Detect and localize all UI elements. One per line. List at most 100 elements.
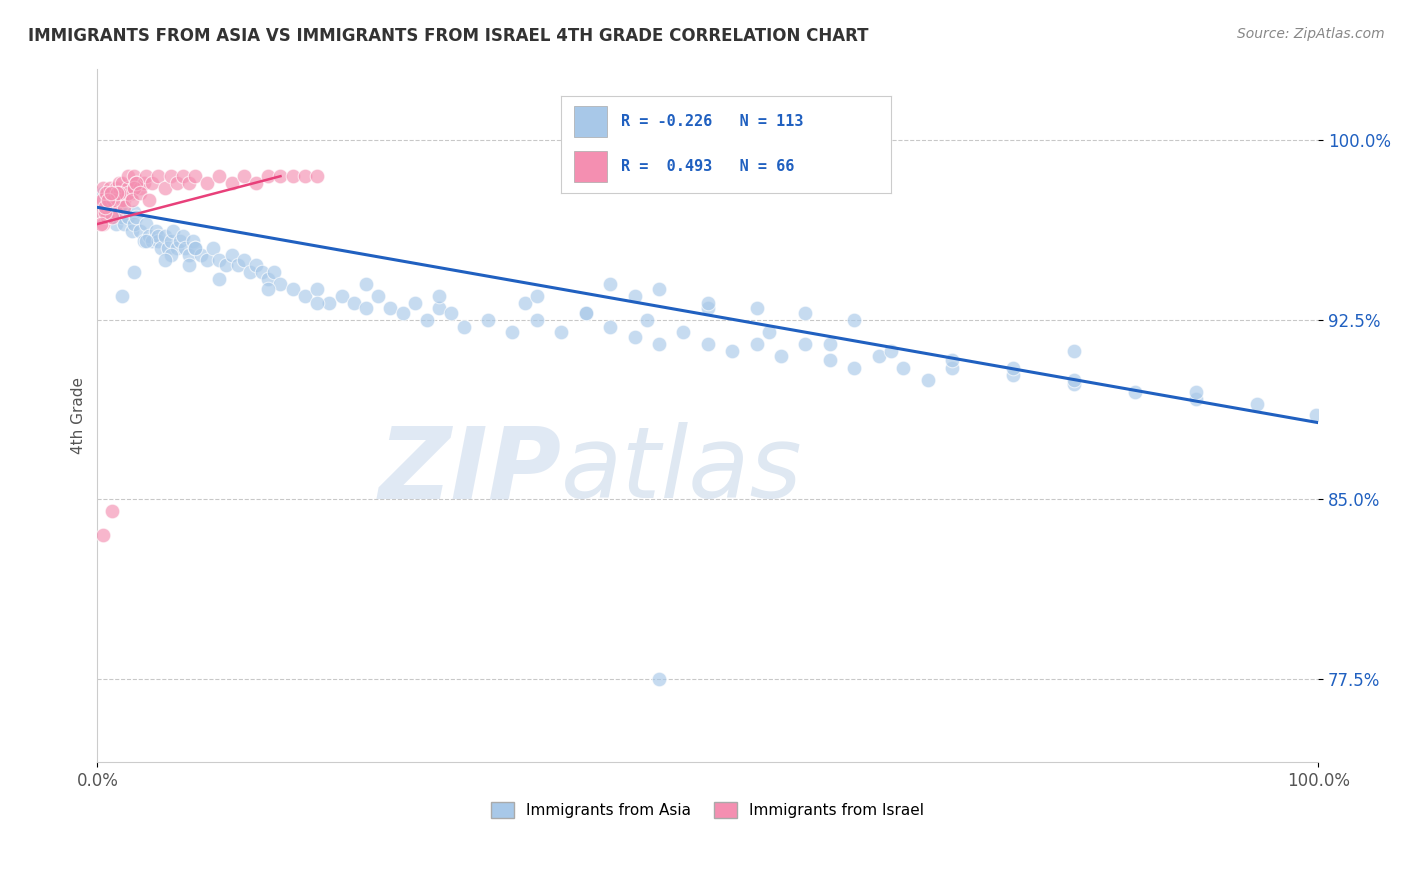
- Point: [294, 289, 316, 303]
- Point: [145, 224, 167, 238]
- Point: [226, 258, 249, 272]
- Point: [91, 193, 114, 207]
- Y-axis label: 4th Grade: 4th Grade: [72, 377, 86, 454]
- Point: [770, 349, 793, 363]
- Point: [648, 336, 671, 351]
- Point: [307, 169, 329, 184]
- Point: [93, 205, 115, 219]
- Point: [148, 229, 170, 244]
- Point: [101, 186, 124, 200]
- Point: [294, 169, 316, 184]
- Point: [501, 325, 523, 339]
- Point: [153, 252, 176, 267]
- Point: [90, 205, 112, 219]
- Point: [696, 296, 718, 310]
- Point: [129, 224, 152, 238]
- Point: [101, 200, 124, 214]
- Point: [599, 277, 621, 291]
- Point: [104, 205, 127, 219]
- Point: [93, 193, 115, 207]
- Point: [232, 252, 254, 267]
- Point: [343, 296, 366, 310]
- Point: [177, 248, 200, 262]
- Point: [94, 186, 117, 200]
- Point: [1002, 368, 1025, 382]
- Point: [1002, 360, 1025, 375]
- Text: atlas: atlas: [561, 423, 803, 519]
- Point: [245, 258, 267, 272]
- Point: [117, 186, 139, 200]
- Point: [232, 169, 254, 184]
- Point: [1063, 343, 1085, 358]
- Point: [177, 177, 200, 191]
- Point: [111, 210, 134, 224]
- Point: [354, 277, 377, 291]
- Point: [96, 210, 118, 224]
- Point: [696, 336, 718, 351]
- Point: [1123, 384, 1146, 399]
- Point: [162, 224, 184, 238]
- Point: [93, 181, 115, 195]
- Point: [172, 169, 194, 184]
- Point: [221, 177, 243, 191]
- Point: [453, 320, 475, 334]
- Point: [177, 258, 200, 272]
- Point: [159, 234, 181, 248]
- Point: [307, 296, 329, 310]
- Point: [575, 305, 598, 319]
- Point: [104, 205, 127, 219]
- Point: [159, 169, 181, 184]
- Point: [440, 305, 463, 319]
- Point: [93, 528, 115, 542]
- Point: [844, 360, 866, 375]
- Point: [794, 336, 817, 351]
- Point: [122, 169, 145, 184]
- Point: [122, 217, 145, 231]
- Point: [575, 305, 598, 319]
- Point: [891, 360, 914, 375]
- Point: [105, 186, 128, 200]
- Point: [104, 217, 127, 231]
- Point: [135, 169, 157, 184]
- Point: [202, 241, 225, 255]
- Point: [121, 186, 143, 200]
- Point: [257, 282, 280, 296]
- Point: [427, 301, 450, 315]
- Point: [239, 265, 262, 279]
- Point: [696, 301, 718, 315]
- Point: [184, 169, 207, 184]
- Point: [153, 181, 176, 195]
- Point: [125, 177, 148, 191]
- Point: [141, 234, 163, 248]
- Point: [307, 282, 329, 296]
- Point: [122, 265, 145, 279]
- Point: [184, 241, 207, 255]
- Point: [354, 301, 377, 315]
- Point: [208, 169, 231, 184]
- Point: [174, 241, 197, 255]
- Legend: Immigrants from Asia, Immigrants from Israel: Immigrants from Asia, Immigrants from Is…: [485, 796, 931, 824]
- Point: [190, 248, 212, 262]
- Point: [195, 252, 218, 267]
- Point: [623, 289, 645, 303]
- Point: [135, 217, 157, 231]
- Point: [135, 234, 157, 248]
- Point: [648, 282, 671, 296]
- Point: [111, 289, 134, 303]
- Point: [157, 241, 180, 255]
- Point: [550, 325, 572, 339]
- Point: [132, 234, 155, 248]
- Point: [108, 193, 131, 207]
- Point: [250, 265, 273, 279]
- Point: [269, 169, 291, 184]
- Point: [245, 177, 267, 191]
- Point: [526, 289, 548, 303]
- Point: [93, 200, 115, 214]
- Point: [122, 181, 145, 195]
- Point: [1185, 384, 1208, 399]
- Point: [214, 258, 236, 272]
- Point: [121, 224, 143, 238]
- Point: [159, 248, 181, 262]
- Point: [141, 177, 163, 191]
- Point: [96, 200, 118, 214]
